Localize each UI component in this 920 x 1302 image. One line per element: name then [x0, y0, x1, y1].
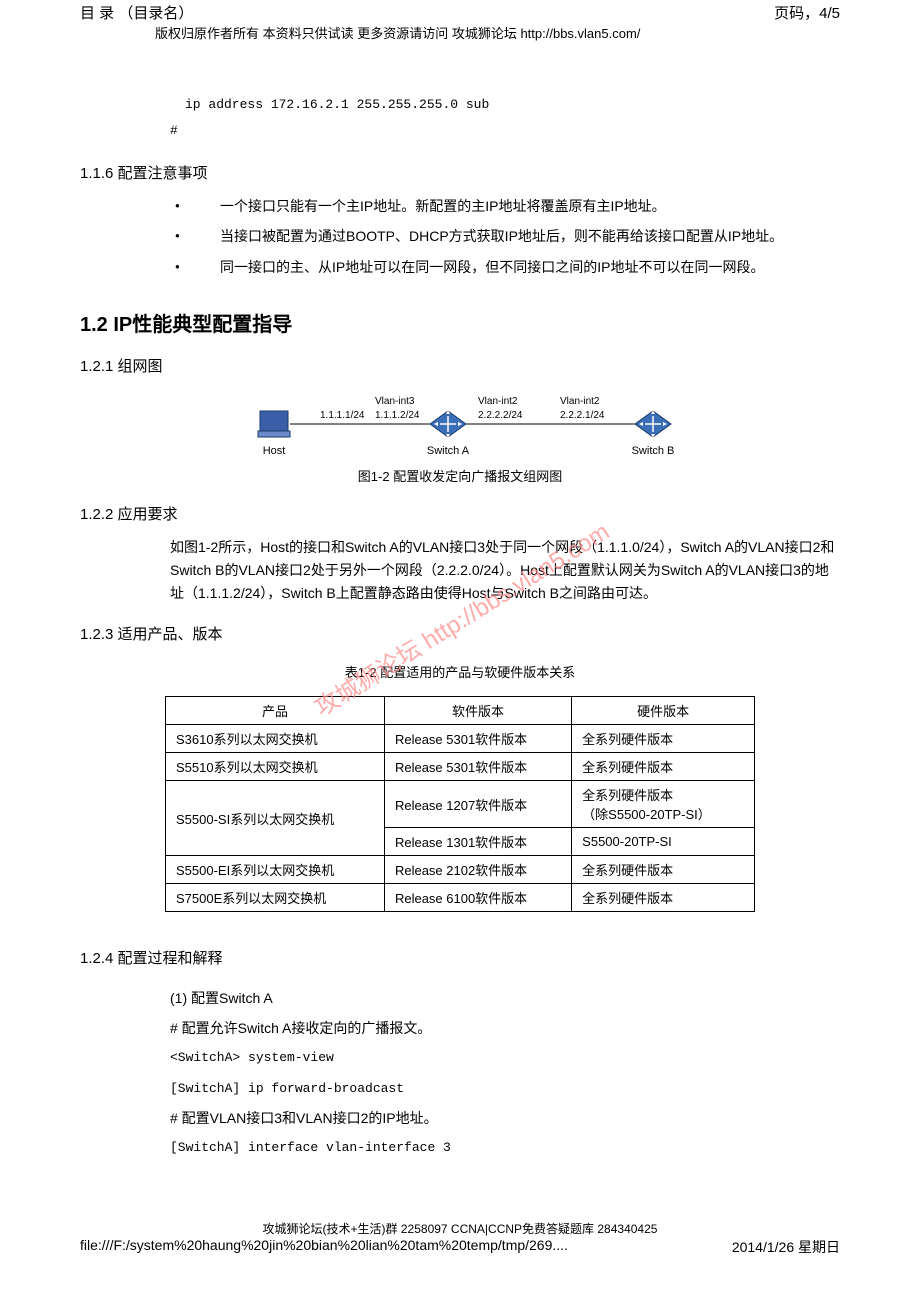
- comment-line: # 配置允许Switch A接收定向的广播报文。: [10, 1018, 910, 1038]
- cell: Release 2102软件版本: [384, 856, 571, 884]
- cell: Release 6100软件版本: [384, 884, 571, 912]
- cell: 全系列硬件版本: [572, 884, 755, 912]
- comment-line: # 配置VLAN接口3和VLAN接口2的IP地址。: [10, 1108, 910, 1128]
- cell: S5500-SI系列以太网交换机: [166, 781, 385, 856]
- th-hardware: 硬件版本: [572, 697, 755, 725]
- table-row: S7500E系列以太网交换机 Release 6100软件版本 全系列硬件版本: [166, 884, 755, 912]
- th-software: 软件版本: [384, 697, 571, 725]
- application-requirements: 如图1-2所示，Host的接口和Switch A的VLAN接口3处于同一个网段（…: [10, 536, 910, 605]
- diag-vlan2a: Vlan-int2: [478, 396, 518, 407]
- heading-1-2-1: 1.2.1 组网图: [10, 355, 910, 376]
- table-row: S5500-SI系列以太网交换机 Release 1207软件版本 全系列硬件版…: [166, 781, 755, 828]
- code-block-top: ip address 172.16.2.1 255.255.255.0 sub …: [10, 92, 910, 144]
- code-line: ip address 172.16.2.1 255.255.255.0 sub: [185, 92, 910, 118]
- cell: Release 5301软件版本: [384, 753, 571, 781]
- diag-vlan2aip: 2.2.2.2/24: [478, 410, 523, 421]
- cell: Release 5301软件版本: [384, 725, 571, 753]
- cell: Release 1207软件版本: [384, 781, 571, 828]
- code-line: #: [170, 118, 910, 144]
- diag-vlan2bip: 2.2.2.1/24: [560, 410, 605, 421]
- cell: S3610系列以太网交换机: [166, 725, 385, 753]
- footer-group-info: 攻城狮论坛(技术+生活)群 2258097 CCNA|CCNP免费答疑题库 28…: [80, 1220, 840, 1237]
- figure-caption: 图1-2 配置收发定向广播报文组网图: [10, 466, 910, 485]
- cell: S5510系列以太网交换机: [166, 753, 385, 781]
- diag-vlan3: Vlan-int3: [375, 396, 415, 407]
- th-product: 产品: [166, 697, 385, 725]
- notes-list: 一个接口只能有一个主IP地址。新配置的主IP地址将覆盖原有主IP地址。 当接口被…: [10, 195, 910, 278]
- heading-1-1-6: 1.1.6 配置注意事项: [10, 162, 910, 183]
- heading-1-2-2: 1.2.2 应用要求: [10, 503, 910, 524]
- code-line: <SwitchA> system-view: [10, 1046, 910, 1069]
- toc-title: 目 录 （目录名）: [80, 2, 193, 23]
- heading-1-2-3: 1.2.3 适用产品、版本: [10, 623, 910, 644]
- diag-switch-a: Switch A: [427, 445, 470, 457]
- network-diagram: Host Switch A Switch B 1.1.1.1/24 Vlan-i…: [240, 396, 680, 461]
- table-row: 产品 软件版本 硬件版本: [166, 697, 755, 725]
- diag-ip1: 1.1.1.1/24: [320, 410, 365, 421]
- list-item: 同一接口的主、从IP地址可以在同一网段，但不同接口之间的IP地址不可以在同一网段…: [170, 256, 910, 278]
- table-caption: 表1-2 配置适用的产品与软硬件版本关系: [10, 662, 910, 681]
- table-row: S5500-EI系列以太网交换机 Release 2102软件版本 全系列硬件版…: [166, 856, 755, 884]
- step-1: (1) 配置Switch A: [10, 986, 910, 1011]
- list-item: 一个接口只能有一个主IP地址。新配置的主IP地址将覆盖原有主IP地址。: [170, 195, 910, 217]
- heading-1-2: 1.2 IP性能典型配置指导: [10, 308, 910, 337]
- cell: 全系列硬件版本: [572, 725, 755, 753]
- cell: S7500E系列以太网交换机: [166, 884, 385, 912]
- table-row: S5510系列以太网交换机 Release 5301软件版本 全系列硬件版本: [166, 753, 755, 781]
- product-table: 产品 软件版本 硬件版本 S3610系列以太网交换机 Release 5301软…: [165, 696, 755, 912]
- footer-file-path: file:///F:/system%20haung%20jin%20bian%2…: [80, 1237, 568, 1257]
- diag-vlan3ip: 1.1.1.2/24: [375, 410, 420, 421]
- diag-host: Host: [263, 445, 286, 457]
- page-number: 页码，4/5: [774, 2, 840, 23]
- cell: 全系列硬件版本（除S5500-20TP-SI）: [572, 781, 755, 828]
- cell: S5500-EI系列以太网交换机: [166, 856, 385, 884]
- footer-date: 2014/1/26 星期日: [732, 1237, 840, 1257]
- code-line: [SwitchA] interface vlan-interface 3: [10, 1136, 910, 1159]
- cell: Release 1301软件版本: [384, 828, 571, 856]
- diag-switch-b: Switch B: [632, 445, 675, 457]
- copyright-line: 版权归原作者所有 本资料只供试读 更多资源请访问 攻城狮论坛 http://bb…: [10, 23, 910, 42]
- list-item: 当接口被配置为通过BOOTP、DHCP方式获取IP地址后，则不能再给该接口配置从…: [170, 225, 910, 247]
- code-line: [SwitchA] ip forward-broadcast: [10, 1077, 910, 1100]
- heading-1-2-4: 1.2.4 配置过程和解释: [10, 947, 910, 968]
- cell: 全系列硬件版本: [572, 856, 755, 884]
- table-row: S3610系列以太网交换机 Release 5301软件版本 全系列硬件版本: [166, 725, 755, 753]
- diag-vlan2b: Vlan-int2: [560, 396, 600, 407]
- cell: S5500-20TP-SI: [572, 828, 755, 856]
- cell: 全系列硬件版本: [572, 753, 755, 781]
